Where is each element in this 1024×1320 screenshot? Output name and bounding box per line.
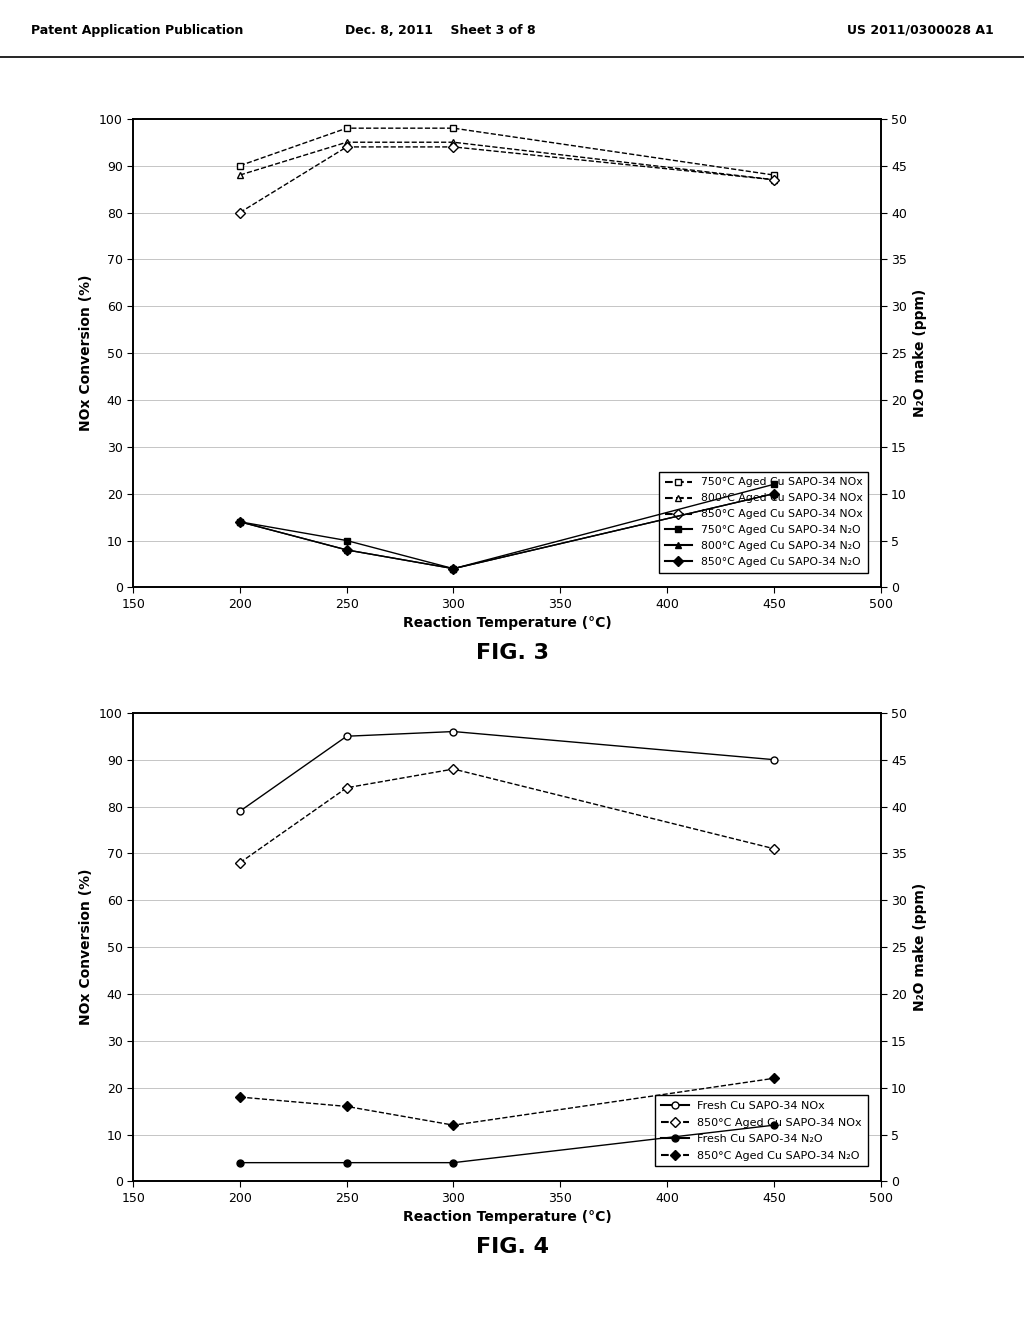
Legend: Fresh Cu SAPO-34 NOx, 850°C Aged Cu SAPO-34 NOx, Fresh Cu SAPO-34 N₂O, 850°C Age: Fresh Cu SAPO-34 NOx, 850°C Aged Cu SAPO…: [655, 1096, 867, 1167]
X-axis label: Reaction Temperature (°C): Reaction Temperature (°C): [402, 616, 611, 631]
Legend: 750°C Aged Cu SAPO-34 NOx, 800°C Aged Cu SAPO-34 NOx, 850°C Aged Cu SAPO-34 NOx,: 750°C Aged Cu SAPO-34 NOx, 800°C Aged Cu…: [659, 473, 867, 573]
Text: FIG. 4: FIG. 4: [475, 1237, 549, 1258]
Text: FIG. 3: FIG. 3: [475, 643, 549, 664]
Y-axis label: NOx Conversion (%): NOx Conversion (%): [79, 275, 93, 432]
Text: Dec. 8, 2011    Sheet 3 of 8: Dec. 8, 2011 Sheet 3 of 8: [345, 24, 536, 37]
Y-axis label: NOx Conversion (%): NOx Conversion (%): [79, 869, 93, 1026]
Y-axis label: N₂O make (ppm): N₂O make (ppm): [912, 883, 927, 1011]
Text: Patent Application Publication: Patent Application Publication: [31, 24, 243, 37]
X-axis label: Reaction Temperature (°C): Reaction Temperature (°C): [402, 1210, 611, 1225]
Text: US 2011/0300028 A1: US 2011/0300028 A1: [847, 24, 993, 37]
Y-axis label: N₂O make (ppm): N₂O make (ppm): [912, 289, 927, 417]
